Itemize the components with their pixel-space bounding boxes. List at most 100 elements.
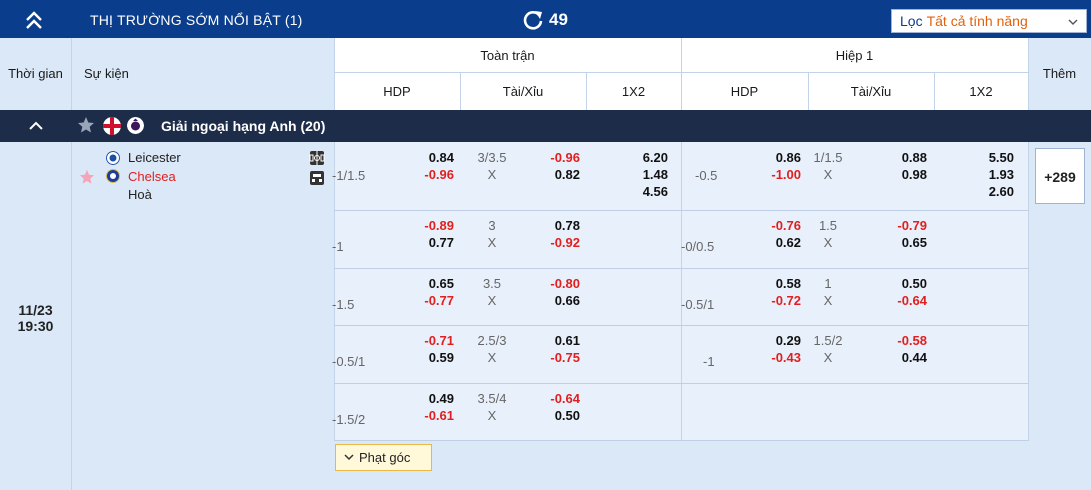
odds-ft-ou-under[interactable]: -0.75 <box>550 350 580 365</box>
odds-ft-ou-x: X <box>487 293 497 308</box>
chelsea-badge-icon <box>106 169 120 183</box>
odds-ft-ou-line: 3.5 <box>482 276 502 291</box>
odds-h1-ou-x: X <box>823 235 833 250</box>
scoreboard-icon[interactable] <box>309 170 325 186</box>
odds-ft-hdp-away[interactable]: -0.77 <box>424 293 454 308</box>
odds-table <box>334 142 1029 441</box>
corner-kicks-button[interactable]: Phạt góc <box>335 444 432 471</box>
odds-ft-ou-over[interactable]: 0.61 <box>554 333 580 348</box>
odds-h1-hdp-line: -0.5/1 <box>681 297 715 312</box>
odds-h1-ou-over[interactable]: 0.50 <box>901 276 927 291</box>
odds-h1-1[interactable]: 5.50 <box>988 150 1014 165</box>
odds-ft-ou-line: 3.5/4 <box>477 391 507 406</box>
match-time: 19:30 <box>17 318 54 334</box>
corner-kicks-label: Phạt góc <box>359 450 411 465</box>
odds-ft-hdp-line: -1.5 <box>332 297 355 312</box>
odds-h1-hdp-home[interactable]: -0.76 <box>771 218 801 233</box>
field-stats-icon[interactable] <box>309 150 325 166</box>
odds-h1-hdp-home[interactable]: 0.86 <box>775 150 801 165</box>
odds-ft-ou-under[interactable]: -0.92 <box>550 235 580 250</box>
filter-label: Lọc <box>900 13 923 29</box>
home-team[interactable]: Leicester <box>128 150 181 165</box>
league-bar[interactable]: Giải ngoại hạng Anh (20) <box>0 110 1091 142</box>
odds-ft-hdp-line: -1/1.5 <box>332 168 366 183</box>
odds-ft-hdp-home[interactable]: 0.65 <box>428 276 454 291</box>
odds-h1-ou-over[interactable]: -0.79 <box>897 218 927 233</box>
odds-h1-ou-over[interactable]: -0.58 <box>897 333 927 348</box>
header-ft-ou: Tài/Xỉu <box>502 84 544 99</box>
odds-ft-ou-over[interactable]: -0.96 <box>550 150 580 165</box>
top-bar: THỊ TRƯỜNG SỚM NỔI BẬT (1) 49 Lọc Tất cả … <box>0 0 1091 38</box>
odds-h1-ou-under[interactable]: 0.98 <box>901 167 927 182</box>
premier-league-icon <box>127 117 144 134</box>
odds-ft-hdp-home[interactable]: -0.71 <box>424 333 454 348</box>
odds-h1-ou-line: 1/1.5 <box>813 150 843 165</box>
odds-h1-x[interactable]: 1.93 <box>988 167 1014 182</box>
odds-ft-ou-under[interactable]: 0.50 <box>554 408 580 423</box>
leicester-badge-icon <box>106 151 120 165</box>
header-time: Thời gian <box>8 66 63 81</box>
more-markets-button[interactable]: +289 <box>1035 148 1085 204</box>
odds-ft-2[interactable]: 4.56 <box>642 184 668 199</box>
odds-ft-hdp-line: -0.5/1 <box>332 354 366 369</box>
odds-ft-hdp-line: -1.5/2 <box>332 412 366 427</box>
odds-h1-ou-x: X <box>823 350 833 365</box>
odds-h1-hdp-away[interactable]: 0.62 <box>775 235 801 250</box>
odds-h1-ou-x: X <box>823 167 833 182</box>
odds-ft-hdp-away[interactable]: -0.96 <box>424 167 454 182</box>
odds-ft-hdp-away[interactable]: -0.61 <box>424 408 454 423</box>
header-event: Sự kiện <box>84 66 129 81</box>
odds-h1-2[interactable]: 2.60 <box>988 184 1014 199</box>
odds-ft-hdp-home[interactable]: -0.89 <box>424 218 454 233</box>
odds-h1-hdp-line: -0.5 <box>695 168 718 183</box>
odds-ft-ou-over[interactable]: 0.78 <box>554 218 580 233</box>
odds-h1-ou-line: 1 <box>824 276 832 291</box>
chevron-down-icon <box>344 454 354 461</box>
favorite-star-icon[interactable] <box>79 169 95 185</box>
header-ft-hdp: HDP <box>383 84 411 99</box>
away-team[interactable]: Chelsea <box>128 169 176 184</box>
odds-h1-hdp-line: -1 <box>703 354 715 369</box>
odds-h1-ou-over[interactable]: 0.88 <box>901 150 927 165</box>
header-ft-1x2: 1X2 <box>621 84 646 99</box>
odds-ft-hdp-away[interactable]: 0.59 <box>428 350 454 365</box>
header-h1-ou: Tài/Xỉu <box>850 84 892 99</box>
odds-ft-ou-over[interactable]: -0.64 <box>550 391 580 406</box>
header-h1-hdp: HDP <box>730 84 759 99</box>
odds-ft-hdp-home[interactable]: 0.84 <box>428 150 454 165</box>
odds-ft-1[interactable]: 6.20 <box>642 150 668 165</box>
odds-h1-hdp-home[interactable]: 0.58 <box>775 276 801 291</box>
table-header: Thời gian Sự kiện Toàn trận Hiệp 1 Thêm … <box>0 38 1091 110</box>
chevron-up-icon[interactable] <box>28 119 44 133</box>
odds-h1-ou-line: 1.5/2 <box>813 333 843 348</box>
match-area: 11/23 19:30 Leicester Chelsea Hoà <box>0 142 1091 490</box>
header-first-half: Hiệp 1 <box>835 48 874 63</box>
odds-h1-ou-under[interactable]: 0.65 <box>901 235 927 250</box>
filter-dropdown[interactable]: Lọc Tất cả tính năng <box>891 9 1087 33</box>
odds-h1-ou-under[interactable]: 0.44 <box>901 350 927 365</box>
odds-ft-ou-under[interactable]: 0.66 <box>554 293 580 308</box>
odds-ft-hdp-line: -1 <box>332 239 344 254</box>
odds-h1-ou-x: X <box>823 293 833 308</box>
odds-ft-ou-over[interactable]: -0.80 <box>550 276 580 291</box>
star-icon[interactable] <box>77 116 95 134</box>
odds-h1-hdp-line: -0/0.5 <box>681 239 715 254</box>
odds-h1-hdp-away[interactable]: -1.00 <box>771 167 801 182</box>
odds-h1-ou-under[interactable]: -0.64 <box>897 293 927 308</box>
odds-ft-ou-x: X <box>487 167 497 182</box>
odds-h1-hdp-away[interactable]: -0.43 <box>771 350 801 365</box>
odds-ft-ou-line: 3/3.5 <box>477 150 507 165</box>
odds-h1-ou-line: 1.5 <box>818 218 838 233</box>
odds-ft-hdp-away[interactable]: 0.77 <box>428 235 454 250</box>
odds-ft-x[interactable]: 1.48 <box>642 167 668 182</box>
match-datetime: 11/23 19:30 <box>0 302 71 334</box>
odds-h1-hdp-home[interactable]: 0.29 <box>775 333 801 348</box>
odds-h1-hdp-away[interactable]: -0.72 <box>771 293 801 308</box>
odds-ft-ou-under[interactable]: 0.82 <box>554 167 580 182</box>
header-h1-1x2: 1X2 <box>969 84 993 99</box>
odds-ft-hdp-home[interactable]: 0.49 <box>428 391 454 406</box>
refresh-icon[interactable] <box>522 9 544 31</box>
league-name: Giải ngoại hạng Anh (20) <box>161 118 326 134</box>
double-chevron-up-icon[interactable] <box>22 9 46 31</box>
header-more: Thêm <box>1042 66 1077 81</box>
